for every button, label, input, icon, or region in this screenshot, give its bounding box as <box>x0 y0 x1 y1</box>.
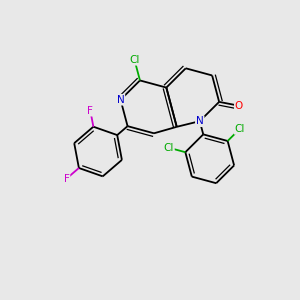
Text: Cl: Cl <box>164 143 174 153</box>
Text: Cl: Cl <box>235 124 245 134</box>
Text: F: F <box>87 106 93 116</box>
Text: O: O <box>235 101 243 111</box>
Text: F: F <box>64 174 69 184</box>
Text: N: N <box>196 116 204 126</box>
Text: N: N <box>117 95 124 105</box>
Text: Cl: Cl <box>129 55 140 65</box>
